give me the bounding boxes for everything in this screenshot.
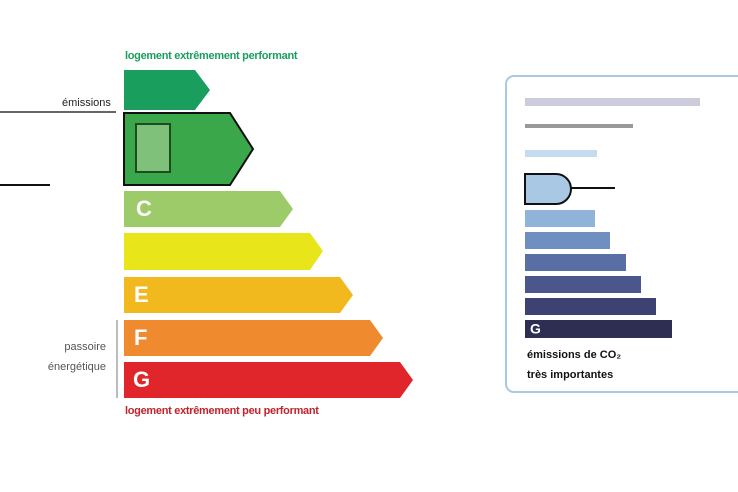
house-icon bbox=[135, 123, 171, 173]
ges-letter: G bbox=[530, 321, 541, 337]
class-bar-a bbox=[124, 70, 210, 110]
class-bar-e bbox=[124, 277, 353, 313]
blurred-text bbox=[525, 98, 700, 106]
ges-bar bbox=[525, 276, 641, 293]
ges-bar bbox=[525, 320, 672, 338]
side-label: émissions bbox=[62, 97, 111, 109]
class-bar-d bbox=[124, 233, 323, 270]
ges-caption: très importantes bbox=[527, 369, 613, 381]
ges-bar bbox=[525, 210, 595, 227]
top-caption: logement extrêmement performant bbox=[125, 50, 298, 62]
class-bar-g bbox=[124, 362, 413, 398]
class-letter: C bbox=[136, 196, 152, 221]
class-letter: G bbox=[133, 367, 150, 392]
blurred-text bbox=[525, 124, 633, 128]
passoire-label: passoire bbox=[64, 341, 106, 353]
ges-bar bbox=[525, 254, 626, 271]
class-letter: E bbox=[134, 282, 149, 307]
ges-bar bbox=[525, 298, 656, 315]
bottom-caption: logement extrêmement peu performant bbox=[125, 405, 319, 417]
ges-caption: émissions de CO₂ bbox=[527, 349, 621, 361]
current-class bbox=[524, 173, 572, 205]
ges-bar bbox=[525, 232, 610, 249]
passoire-label: énergétique bbox=[48, 361, 106, 373]
class-bar-f bbox=[124, 320, 383, 356]
blurred-text bbox=[525, 150, 597, 157]
class-bar-c bbox=[124, 191, 293, 227]
class-letter: F bbox=[134, 325, 147, 350]
